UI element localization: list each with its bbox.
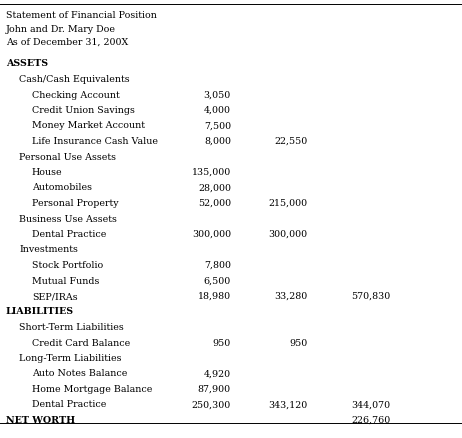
- Text: 3,050: 3,050: [204, 90, 231, 99]
- Text: LIABILITIES: LIABILITIES: [6, 307, 74, 316]
- Text: Credit Card Balance: Credit Card Balance: [32, 338, 130, 347]
- Text: 226,760: 226,760: [351, 415, 390, 424]
- Text: ASSETS: ASSETS: [6, 60, 48, 68]
- Text: Stock Portfolio: Stock Portfolio: [32, 261, 103, 269]
- Text: 300,000: 300,000: [268, 230, 307, 238]
- Text: 52,000: 52,000: [198, 198, 231, 208]
- Text: Checking Account: Checking Account: [32, 90, 120, 99]
- Text: 6,500: 6,500: [204, 276, 231, 285]
- Text: 7,800: 7,800: [204, 261, 231, 269]
- Text: 343,120: 343,120: [268, 399, 307, 409]
- Text: 215,000: 215,000: [268, 198, 307, 208]
- Text: 950: 950: [289, 338, 307, 347]
- Text: 4,920: 4,920: [204, 369, 231, 378]
- Text: Mutual Funds: Mutual Funds: [32, 276, 99, 285]
- Text: Cash/Cash Equivalents: Cash/Cash Equivalents: [19, 75, 130, 84]
- Text: 250,300: 250,300: [192, 399, 231, 409]
- Text: Money Market Account: Money Market Account: [32, 121, 145, 130]
- Text: Credit Union Savings: Credit Union Savings: [32, 106, 135, 115]
- Text: 4,000: 4,000: [204, 106, 231, 115]
- Text: 22,550: 22,550: [274, 137, 307, 146]
- Text: Long-Term Liabilities: Long-Term Liabilities: [19, 353, 122, 362]
- Text: Dental Practice: Dental Practice: [32, 399, 106, 409]
- Text: 87,900: 87,900: [198, 384, 231, 393]
- Text: NET WORTH: NET WORTH: [6, 415, 75, 424]
- Text: John and Dr. Mary Doe: John and Dr. Mary Doe: [6, 25, 116, 33]
- Text: 18,980: 18,980: [198, 291, 231, 300]
- Text: Dental Practice: Dental Practice: [32, 230, 106, 238]
- Text: SEP/IRAs: SEP/IRAs: [32, 291, 78, 300]
- Text: 8,000: 8,000: [204, 137, 231, 146]
- Text: 135,000: 135,000: [192, 168, 231, 177]
- Text: Personal Use Assets: Personal Use Assets: [19, 152, 116, 161]
- Text: Life Insurance Cash Value: Life Insurance Cash Value: [32, 137, 158, 146]
- Text: 344,070: 344,070: [351, 399, 390, 409]
- Text: 300,000: 300,000: [192, 230, 231, 238]
- Text: Personal Property: Personal Property: [32, 198, 119, 208]
- Text: 28,000: 28,000: [198, 183, 231, 192]
- Text: 33,280: 33,280: [274, 291, 307, 300]
- Text: Short-Term Liabilities: Short-Term Liabilities: [19, 322, 124, 331]
- Text: 570,830: 570,830: [351, 291, 390, 300]
- Text: Home Mortgage Balance: Home Mortgage Balance: [32, 384, 152, 393]
- Text: Statement of Financial Position: Statement of Financial Position: [6, 11, 157, 20]
- Text: Automobiles: Automobiles: [32, 183, 92, 192]
- Text: Investments: Investments: [19, 245, 78, 254]
- Text: As of December 31, 200X: As of December 31, 200X: [6, 38, 128, 47]
- Text: House: House: [32, 168, 63, 177]
- Text: Auto Notes Balance: Auto Notes Balance: [32, 369, 128, 378]
- Text: 950: 950: [213, 338, 231, 347]
- Text: 7,500: 7,500: [204, 121, 231, 130]
- Text: Business Use Assets: Business Use Assets: [19, 214, 117, 223]
